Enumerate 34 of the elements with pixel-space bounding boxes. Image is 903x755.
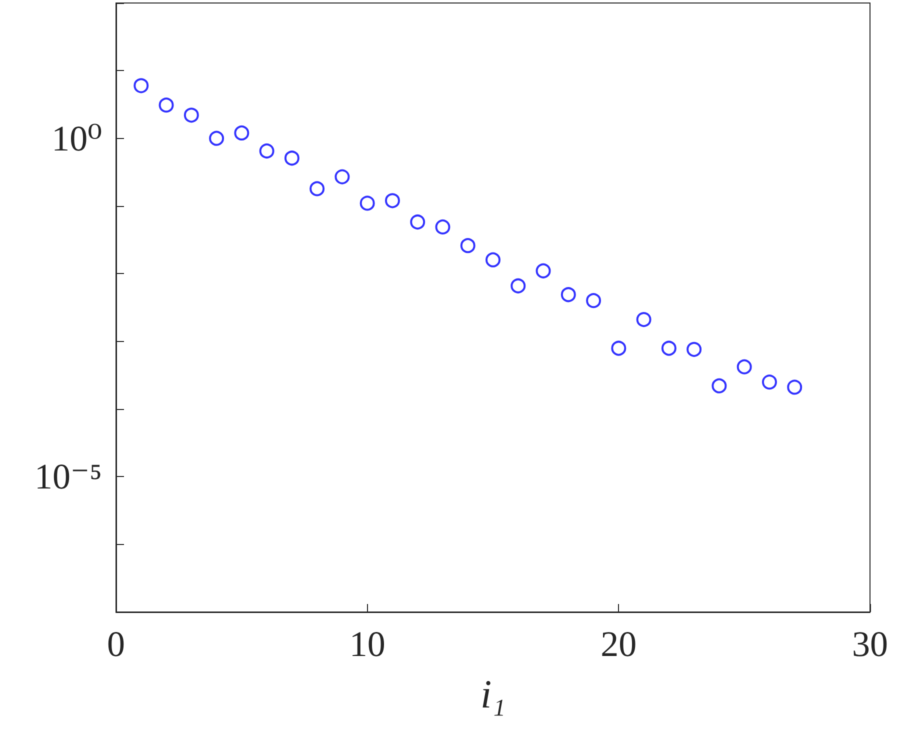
point (686, 342, 702, 357)
point (560, 287, 576, 302)
point (310, 181, 325, 196)
x-axis-title: i₁ (480, 672, 506, 716)
point (134, 78, 149, 94)
point (661, 340, 676, 356)
point (636, 312, 652, 328)
point (284, 150, 300, 166)
x-tick-label: 20 (600, 624, 637, 664)
point (736, 359, 752, 374)
point (712, 378, 727, 394)
point (787, 380, 802, 395)
y-tick-label: 10⁰ (52, 118, 102, 158)
point (334, 169, 350, 184)
point (184, 108, 199, 123)
point (510, 278, 526, 294)
point (611, 340, 626, 356)
x-tick-label: 0 (107, 624, 125, 664)
point (259, 143, 274, 158)
point (460, 238, 476, 254)
point (360, 196, 375, 211)
point (762, 374, 777, 390)
x-tick-label: 10 (349, 624, 386, 664)
point (209, 130, 224, 146)
point (384, 193, 400, 208)
point (536, 263, 551, 278)
point (435, 219, 450, 234)
y-tick-label: 10⁻⁵ (34, 456, 102, 497)
point (158, 98, 174, 113)
point (234, 125, 250, 140)
point (486, 252, 500, 268)
point (586, 293, 602, 308)
x-tick-label: 30 (852, 624, 888, 664)
point (410, 214, 426, 230)
